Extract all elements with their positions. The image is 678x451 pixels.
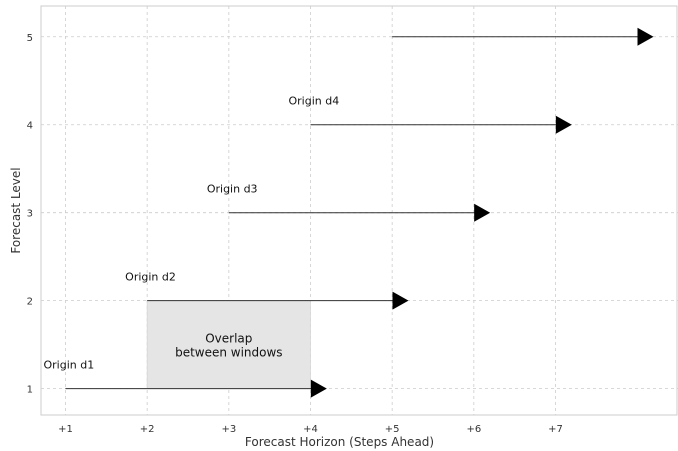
y-tick-label: 5: [27, 33, 33, 44]
y-tick-label: 1: [27, 385, 33, 396]
origin-label: Origin d3: [207, 183, 258, 196]
y-tick-label: 4: [27, 121, 33, 132]
arrow-head: [555, 115, 572, 134]
y-tick-labels: 1 2 3 4 5: [27, 33, 33, 396]
x-tick-label: +7: [548, 424, 563, 435]
x-tick-label: +2: [140, 424, 155, 435]
origin-labels-group: Origin d1 Origin d2 Origin d3 Origin d4: [44, 95, 340, 372]
arrow-head: [474, 203, 491, 222]
series-group: [65, 27, 654, 398]
x-tick-label: +1: [58, 424, 73, 435]
y-axis-label: Forecast Level: [9, 167, 23, 253]
x-tick-label: +4: [303, 424, 318, 435]
overlap-region: [146, 300, 311, 390]
arrow-head: [310, 379, 327, 398]
plot-area: [41, 6, 678, 415]
x-tick-labels: +1 +2 +3 +4 +5 +6 +7: [58, 424, 563, 435]
arrow-head: [637, 27, 654, 46]
origin-label: Origin d4: [289, 95, 340, 108]
overlap-label-line: between windows: [175, 346, 282, 360]
y-tick-label: 2: [27, 297, 33, 308]
origin-label: Origin d1: [44, 359, 95, 372]
origin-label: Origin d2: [125, 271, 176, 284]
x-tick-label: +5: [385, 424, 400, 435]
x-tick-label: +3: [221, 424, 236, 435]
y-tick-label: 3: [27, 209, 33, 220]
overlap-label-line: Overlap: [205, 332, 252, 346]
x-tick-label: +6: [466, 424, 481, 435]
arrow-head: [392, 291, 409, 310]
x-axis-label: Forecast Horizon (Steps Ahead): [245, 435, 434, 449]
plot-frame: [40, 5, 678, 416]
